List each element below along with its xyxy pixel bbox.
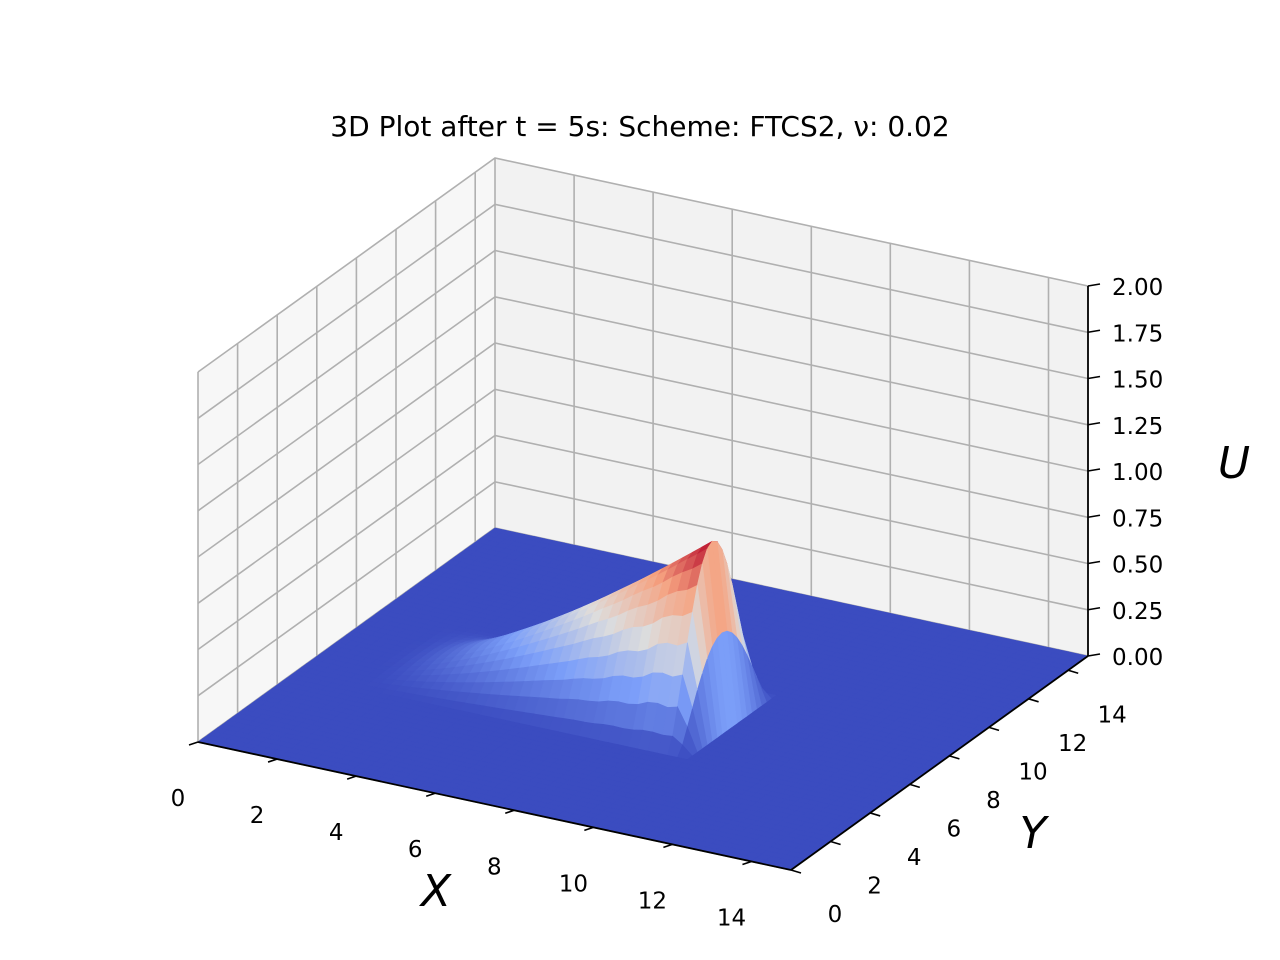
x-tick-label: 12 — [638, 888, 667, 914]
grid-line-z — [197, 157, 1089, 373]
z-tick-label: 2.00 — [1112, 275, 1163, 301]
z-tick-label: 0.75 — [1112, 506, 1163, 532]
z-tick — [1087, 514, 1101, 519]
x-tick-label: 6 — [408, 837, 423, 863]
y-tick-label: 12 — [1058, 731, 1087, 757]
grid-line-z — [197, 249, 1089, 466]
x-tick-label: 2 — [250, 803, 265, 829]
y-tick-label: 6 — [946, 816, 961, 842]
z-tick-label: 1.00 — [1112, 460, 1163, 486]
z-tick — [1087, 606, 1101, 611]
y-tick-label: 4 — [907, 845, 922, 871]
chart-title: 3D Plot after t = 5s: Scheme: FTCS2, ν: … — [330, 110, 949, 143]
z-tick — [1087, 283, 1101, 287]
x-tick-label: 8 — [487, 854, 502, 880]
x-tick — [425, 792, 436, 797]
z-tick — [1087, 653, 1101, 657]
x-tick — [505, 809, 515, 815]
y-tick — [949, 755, 960, 760]
z-tick — [1087, 375, 1101, 380]
x-tick — [584, 826, 594, 832]
y-tick — [1067, 669, 1079, 675]
z-tick-label: 1.75 — [1112, 321, 1163, 347]
x-axis-title: X — [419, 866, 452, 917]
y-tick-label: 8 — [986, 788, 1001, 814]
y-tick — [869, 812, 881, 817]
x-tick — [188, 741, 199, 746]
y-tick — [1028, 698, 1039, 703]
y-axis-title: Y — [1020, 808, 1050, 859]
x-tick-label: 10 — [559, 871, 588, 897]
y-tick — [988, 726, 1000, 732]
y-tick — [790, 869, 802, 874]
z-axis-title: U — [1218, 438, 1250, 489]
y-tick-label: 14 — [1098, 702, 1127, 728]
z-tick-label: 1.50 — [1112, 368, 1163, 394]
grid-line-z — [197, 295, 1089, 512]
z-tick-label: 0.50 — [1112, 553, 1163, 579]
y-tick — [909, 783, 921, 789]
grid-line-z — [197, 342, 1089, 558]
z-tick — [1087, 329, 1101, 334]
grid-line-z — [197, 388, 1089, 604]
z-tick — [1087, 560, 1101, 565]
y-tick-label: 0 — [828, 902, 843, 928]
y-tick-label: 10 — [1018, 759, 1047, 785]
grid-line-z — [197, 434, 1089, 651]
z-tick — [1087, 421, 1101, 426]
x-tick — [663, 843, 673, 849]
y-tick-label: 2 — [867, 873, 882, 899]
grid-line-z — [197, 203, 1089, 419]
z-tick-label: 0.25 — [1112, 599, 1163, 625]
x-tick-label: 4 — [329, 820, 344, 846]
y-tick — [830, 840, 841, 846]
z-tick — [1087, 468, 1101, 472]
x-tick — [346, 775, 357, 780]
x-tick-label: 0 — [171, 786, 186, 812]
z-tick-label: 1.25 — [1112, 414, 1163, 440]
x-tick — [267, 758, 278, 763]
surface — [197, 527, 1089, 871]
z-tick-label: 0.00 — [1112, 645, 1163, 671]
x-tick-label: 14 — [717, 905, 746, 931]
grid-line-z — [197, 480, 1089, 697]
x-tick — [742, 860, 752, 866]
